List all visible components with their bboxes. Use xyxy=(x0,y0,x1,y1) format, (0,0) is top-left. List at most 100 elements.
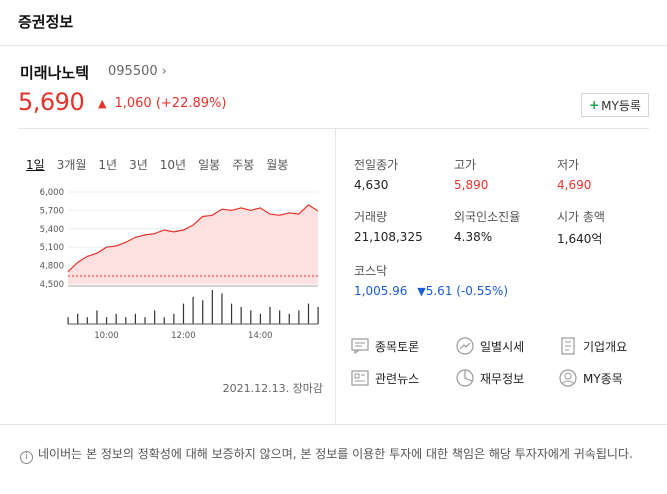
y-tick-label: 4,500 xyxy=(40,280,64,290)
stat-label: 거래량 xyxy=(354,210,388,224)
plus-icon: + xyxy=(589,98,600,112)
volume-bar xyxy=(163,317,165,324)
volume-bar xyxy=(288,313,290,324)
tab-3y[interactable]: 3년 xyxy=(129,158,148,172)
link-label: 관련뉴스 xyxy=(375,371,420,386)
stat-value: 5,890 xyxy=(454,178,489,192)
link-financials[interactable]: 재무정보 xyxy=(455,368,524,388)
y-tick-label: 5,400 xyxy=(40,225,64,235)
volume-bar xyxy=(125,317,127,324)
stat-value: 4.38% xyxy=(454,230,493,244)
volume-bar xyxy=(298,310,300,324)
y-tick-label: 6,000 xyxy=(40,188,64,198)
link-my-stock[interactable]: MY종목 xyxy=(558,368,623,388)
chart-date: 2021.12.13. 장마감 xyxy=(222,382,323,395)
tab-1d[interactable]: 1일 xyxy=(26,158,45,172)
link-company-overview[interactable]: 기업개요 xyxy=(558,336,627,356)
link-label: MY종목 xyxy=(583,371,623,386)
volume-bar xyxy=(192,296,194,324)
stock-code-link[interactable]: 095500 › xyxy=(108,64,167,79)
volume-bar xyxy=(230,303,233,324)
chevron-right-icon: › xyxy=(161,64,167,79)
up-triangle-icon: ▲ xyxy=(98,97,107,110)
link-discussion[interactable]: 종목토론 xyxy=(350,336,419,356)
trend-icon xyxy=(455,336,475,356)
divider xyxy=(0,424,667,425)
chart-period-tabs: 1일 3개월 1년 3년 10년 일봉 주봉 월봉 xyxy=(26,156,300,173)
pie-chart-icon xyxy=(455,368,475,388)
link-label: 일별시세 xyxy=(480,339,525,354)
news-icon xyxy=(350,368,370,388)
document-icon xyxy=(558,336,578,356)
stat-high: 고가 5,890 xyxy=(454,156,488,192)
y-tick-label: 4,800 xyxy=(40,262,64,272)
disclaimer: i 네이버는 본 정보의 정확성에 대해 보증하지 않으며, 본 정보를 이용한 … xyxy=(20,446,650,464)
link-related-news[interactable]: 관련뉴스 xyxy=(350,368,419,388)
volume-bar xyxy=(211,290,213,324)
stock-name[interactable]: 미래나노텍 xyxy=(20,64,90,82)
user-icon xyxy=(558,368,578,388)
volume-bar xyxy=(240,307,242,324)
price-chart[interactable]: 6,000 5,700 5,400 5,100 4,800 4,500 10:00 12:0… xyxy=(30,184,322,344)
x-tick-label: 12:00 xyxy=(171,331,196,341)
tab-10y[interactable]: 10년 xyxy=(159,158,187,172)
y-tick-label: 5,700 xyxy=(40,206,64,216)
stat-volume: 거래량 21,108,325 xyxy=(354,208,423,244)
stock-code: 095500 xyxy=(108,64,158,79)
volume-bar xyxy=(182,303,185,324)
tab-weekly[interactable]: 주봉 xyxy=(232,158,255,172)
down-triangle-icon: ▼ xyxy=(417,285,426,298)
divider xyxy=(335,128,336,424)
price-change: ▲ 1,060 (+22.89%) xyxy=(98,96,226,111)
x-tick-label: 14:00 xyxy=(248,331,272,341)
volume-bar xyxy=(67,317,69,324)
volume-bar xyxy=(86,317,88,324)
volume-bar xyxy=(77,313,79,324)
current-price: 5,690 xyxy=(18,88,85,116)
my-register-button[interactable]: + MY등록 xyxy=(581,93,649,117)
stat-foreign: 외국인소진율 4.38% xyxy=(454,208,520,244)
index-value: 1,005.96 xyxy=(354,284,408,298)
volume-bar xyxy=(317,307,319,324)
divider xyxy=(18,128,649,129)
tab-monthly[interactable]: 월봉 xyxy=(266,158,289,172)
stat-low: 저가 4,690 xyxy=(557,156,591,192)
stat-label: 저가 xyxy=(557,158,580,172)
price-line xyxy=(67,204,319,273)
stat-label: 코스닥 xyxy=(354,264,388,278)
link-daily-price[interactable]: 일별시세 xyxy=(455,336,524,356)
stat-prev-close: 전일종가 4,630 xyxy=(354,156,398,192)
volume-bar xyxy=(250,310,252,324)
stat-value: 1,005.96 ▼5.61 (-0.55%) xyxy=(354,284,654,298)
volume-bar xyxy=(259,313,262,324)
chat-icon xyxy=(350,336,370,356)
price-area xyxy=(68,204,318,284)
my-register-label: MY등록 xyxy=(601,98,641,113)
info-icon: i xyxy=(20,451,33,464)
change-percent: (+22.89%) xyxy=(155,96,227,111)
tab-1y[interactable]: 1년 xyxy=(98,158,118,172)
stat-label: 외국인소진율 xyxy=(454,210,521,224)
volume-bar xyxy=(96,310,98,324)
change-value: 1,060 xyxy=(114,96,152,111)
y-tick-label: 5,100 xyxy=(40,243,64,253)
stat-value: 21,108,325 xyxy=(354,230,423,244)
volume-bar xyxy=(105,317,108,324)
volume-bar xyxy=(279,310,281,324)
tab-daily[interactable]: 일봉 xyxy=(198,158,221,172)
link-label: 재무정보 xyxy=(480,371,525,386)
volume-bar xyxy=(144,317,146,324)
volume-bar xyxy=(154,310,156,324)
volume-bar xyxy=(269,307,271,324)
stat-label: 전일종가 xyxy=(354,158,399,172)
volume-bar xyxy=(115,313,117,324)
x-tick-label: 10:00 xyxy=(94,331,119,341)
page-title: 증권정보 xyxy=(18,13,74,31)
link-label: 기업개요 xyxy=(583,339,628,354)
volume-bar xyxy=(134,313,137,324)
stat-market-cap: 시가 총액 1,640억 xyxy=(557,208,605,247)
tab-3m[interactable]: 3개월 xyxy=(56,158,87,172)
stat-label: 시가 총액 xyxy=(557,210,605,224)
volume-bar xyxy=(173,313,175,324)
link-label: 종목토론 xyxy=(375,339,420,354)
